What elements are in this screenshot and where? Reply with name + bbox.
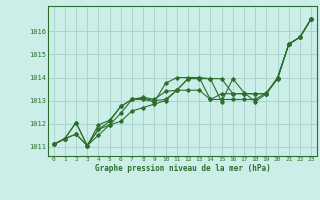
X-axis label: Graphe pression niveau de la mer (hPa): Graphe pression niveau de la mer (hPa) (94, 164, 270, 173)
